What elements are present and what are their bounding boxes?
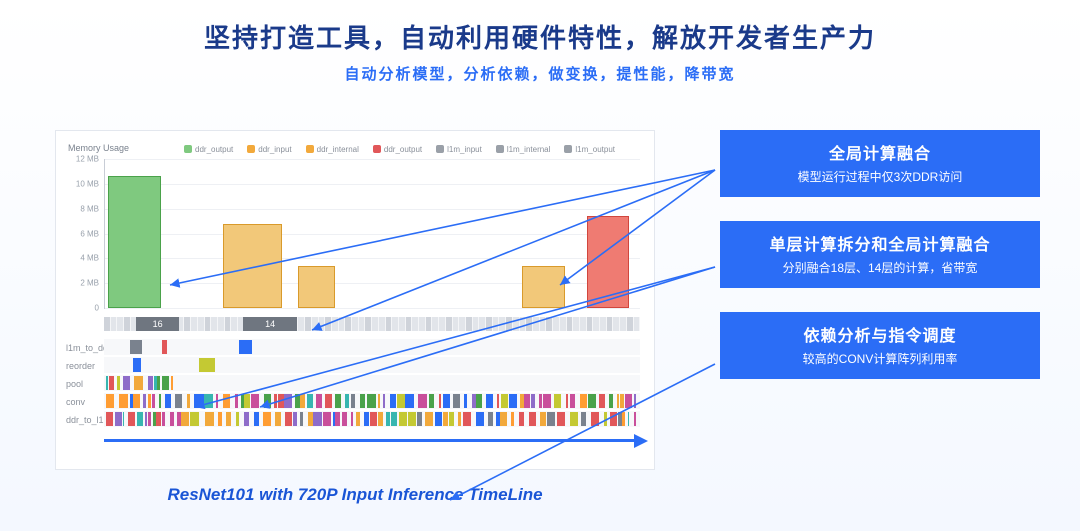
ytick: 0 [69, 304, 99, 313]
layer-group-band: 1614 [104, 317, 640, 331]
legend-item: ddr_input [247, 145, 291, 154]
memory-bar [108, 176, 162, 308]
timeline-track [104, 411, 640, 427]
callout-title: 单层计算拆分和全局计算融合 [730, 231, 1030, 255]
chart-legend: ddr_output ddr_input ddr_internal ddr_outpu… [184, 143, 636, 155]
legend-item: l1m_internal [496, 145, 551, 154]
legend-swatch [564, 145, 572, 153]
memory-bar [223, 224, 282, 308]
ytick: 6 MB [69, 229, 99, 238]
ytick: 2 MB [69, 279, 99, 288]
page-title: 坚持打造工具，自动利用硬件特性，解放开发者生产力 [0, 0, 1080, 55]
slide-root: 坚持打造工具，自动利用硬件特性，解放开发者生产力 自动分析模型，分析依赖，做变换… [0, 0, 1080, 531]
callout-box: 全局计算融合模型运行过程中仅3次DDR访问 [720, 130, 1040, 197]
legend-swatch [436, 145, 444, 153]
layerband-mark: 14 [243, 317, 297, 331]
callout-box: 单层计算拆分和全局计算融合分别融合18层、14层的计算，省带宽 [720, 221, 1040, 288]
page-subtitle: 自动分析模型，分析依赖，做变换，提性能，降带宽 [0, 63, 1080, 84]
callout-title: 依赖分析与指令调度 [730, 322, 1030, 346]
legend-swatch [247, 145, 255, 153]
callout-desc: 较高的CONV计算阵列利用率 [730, 350, 1030, 367]
ytick: 8 MB [69, 204, 99, 213]
legend-item: l1m_output [564, 145, 615, 154]
legend-swatch [306, 145, 314, 153]
callout-desc: 分别融合18层、14层的计算，省带宽 [730, 259, 1030, 276]
ytick: 4 MB [69, 254, 99, 263]
legend-item: l1m_input [436, 145, 482, 154]
memory-bar [522, 266, 565, 308]
chart-caption: ResNet101 with 720P Input Inference Time… [55, 485, 655, 505]
legend-swatch [184, 145, 192, 153]
memory-bar [587, 216, 630, 308]
callout-desc: 模型运行过程中仅3次DDR访问 [730, 168, 1030, 185]
timeline-track [104, 357, 640, 373]
legend-item: ddr_internal [306, 145, 359, 154]
chart-ylabel: Memory Usage [68, 143, 129, 153]
ytick: 10 MB [69, 179, 99, 188]
timeline-track [104, 393, 640, 409]
timeline-track [104, 339, 640, 355]
time-axis-arrow [104, 439, 640, 442]
callouts-column: 全局计算融合模型运行过程中仅3次DDR访问单层计算拆分和全局计算融合分别融合18… [720, 130, 1040, 403]
callout-title: 全局计算融合 [730, 140, 1030, 164]
timeline-tracks [104, 339, 640, 429]
timeline-track [104, 375, 640, 391]
content-area: Memory Usage ddr_output ddr_input ddr_inte… [0, 110, 1080, 531]
layerband-mark: 16 [136, 317, 179, 331]
legend-item: ddr_output [184, 145, 233, 154]
chart-panel: Memory Usage ddr_output ddr_input ddr_inte… [55, 130, 655, 470]
legend-swatch [373, 145, 381, 153]
callout-box: 依赖分析与指令调度较高的CONV计算阵列利用率 [720, 312, 1040, 379]
memory-bar [298, 266, 335, 308]
ytick: 12 MB [69, 155, 99, 164]
legend-swatch [496, 145, 504, 153]
legend-item: ddr_output [373, 145, 422, 154]
chart-bar-area: 02 MB4 MB6 MB8 MB10 MB12 MB [104, 159, 640, 309]
